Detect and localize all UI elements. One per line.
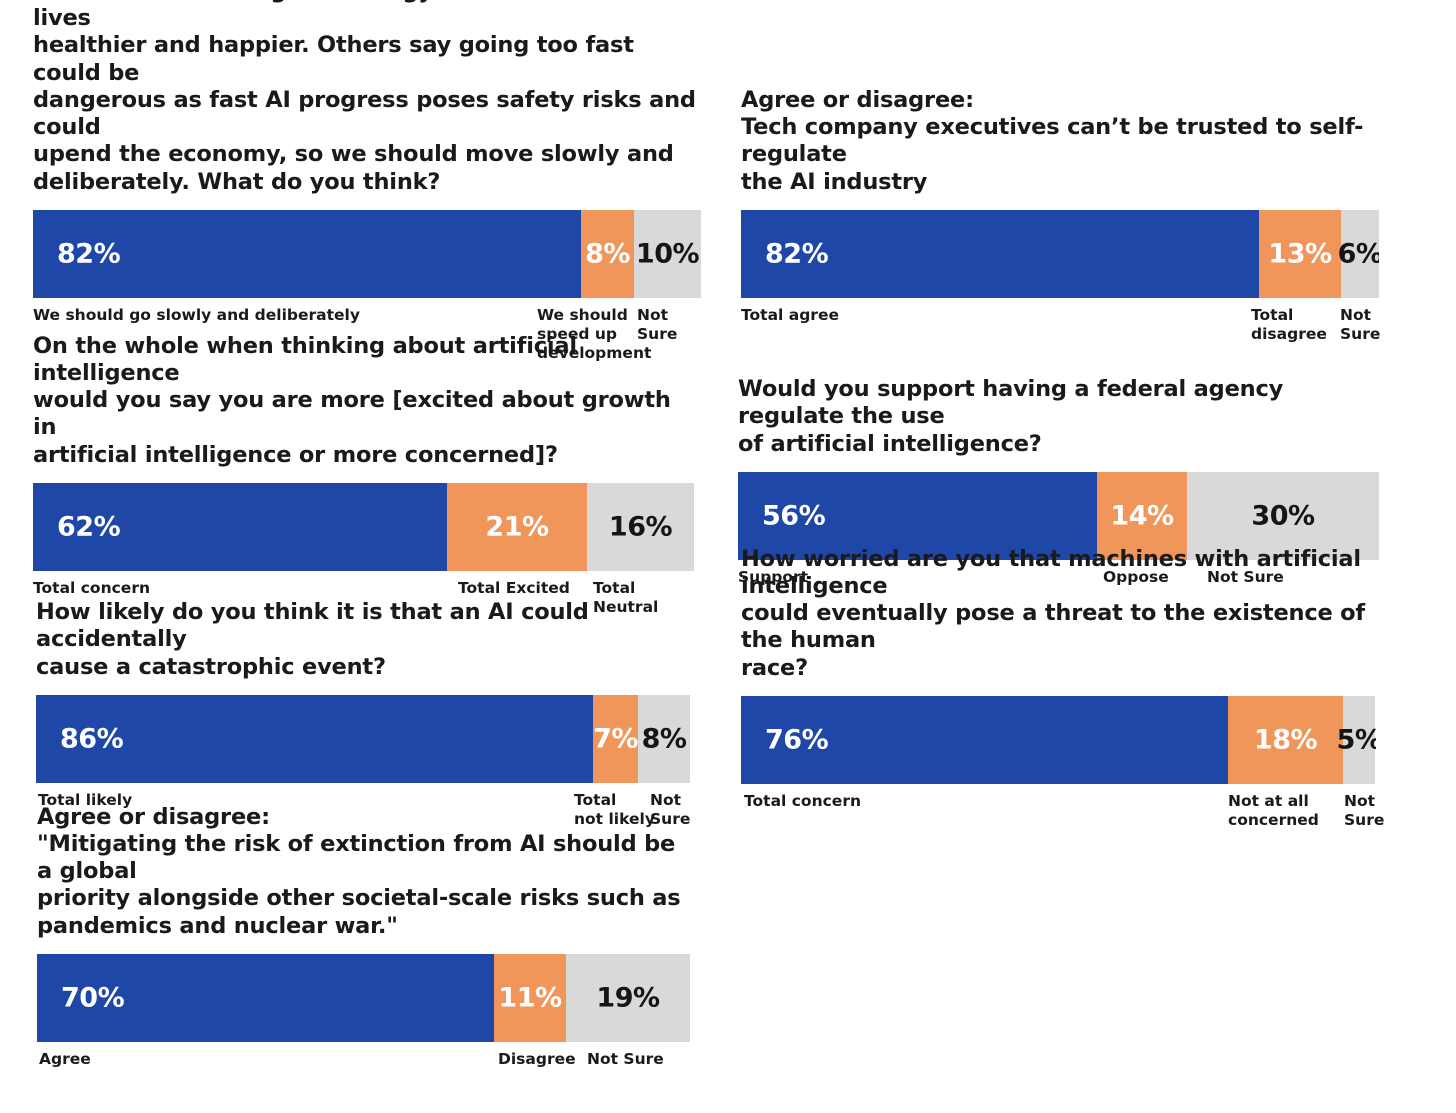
- chart-title: Agree or disagree: "Mitigating the risk …: [37, 803, 681, 939]
- data-label: 11%: [498, 982, 562, 1014]
- chart-panel-5: How likely do you think it is that an AI…: [36, 599, 690, 828]
- bar-segment-total-concern: 76%: [741, 696, 1228, 784]
- bar-segment-total-neutral: 16%: [587, 483, 694, 571]
- bar-segment-oppose: 14%: [1097, 472, 1187, 560]
- stacked-bar: 62% 21% 16%: [33, 483, 694, 571]
- data-label: 16%: [608, 511, 673, 543]
- bar-segment-we-should-speed-up-development: 8%: [581, 210, 634, 298]
- data-label: 30%: [1251, 500, 1315, 532]
- chart-title: Would you support having a federal agenc…: [738, 376, 1284, 457]
- category-label: Not Sure: [1340, 306, 1381, 343]
- stacked-bar: 82% 8% 10%: [33, 210, 701, 298]
- chart-title: Agree or disagree: Tech company executiv…: [741, 86, 1364, 195]
- data-label: 8%: [641, 723, 687, 755]
- bar-segment-total-not-likely: 7%: [593, 695, 638, 783]
- category-label: Oppose: [1103, 568, 1169, 586]
- category-label: Total not likely: [574, 791, 655, 828]
- stacked-bar: 76% 18% 5%: [741, 696, 1376, 784]
- stacked-bar: 70% 11% 19%: [37, 954, 690, 1042]
- data-label: 6%: [1337, 238, 1379, 270]
- data-label: 21%: [485, 511, 549, 543]
- category-label: Support: [738, 568, 809, 586]
- category-label: We should speed up development: [537, 306, 652, 362]
- category-label: Not Sure: [1207, 568, 1284, 586]
- chart-panel-2: Agree or disagree: Tech company executiv…: [741, 87, 1380, 343]
- data-label: 7%: [593, 723, 638, 755]
- bar-segment-total-excited: 21%: [447, 483, 587, 571]
- bar-segment-total-concern: 62%: [33, 483, 447, 571]
- data-label: 18%: [1253, 724, 1318, 756]
- chart-title: How likely do you think it is that an AI…: [36, 599, 589, 680]
- stacked-bar: 86% 7% 8%: [36, 695, 690, 783]
- bar-segment-not-sure: 30%: [1187, 472, 1379, 560]
- category-label: Disagree: [498, 1050, 576, 1068]
- chart-title: How worried are you that machines with a…: [741, 545, 1366, 681]
- category-label: Total likely: [38, 791, 133, 809]
- chart-title: Some people say we should speed up AI de…: [33, 0, 696, 195]
- chart-panel-7: Agree or disagree: "Mitigating the risk …: [37, 804, 690, 1068]
- data-label: 10%: [635, 238, 700, 270]
- category-label: Not at all concerned: [1228, 792, 1319, 829]
- category-label: Agree: [39, 1050, 91, 1068]
- category-label: Not Sure: [1344, 792, 1385, 829]
- category-label: Not Sure: [587, 1050, 664, 1068]
- category-label: Total concern: [744, 792, 861, 810]
- data-label: 13%: [1268, 238, 1332, 270]
- category-label: Total disagree: [1251, 306, 1327, 343]
- data-label: 19%: [596, 982, 660, 1014]
- data-label: 82%: [765, 238, 829, 270]
- bar-segment-total-likely: 86%: [36, 695, 593, 783]
- category-label: Not Sure: [637, 306, 678, 343]
- bar-segment-we-should-go-slowly-and-deliberately: 82%: [33, 210, 581, 298]
- category-label: We should go slowly and deliberately: [33, 306, 360, 324]
- data-label: 56%: [762, 500, 826, 532]
- data-label: 86%: [60, 723, 124, 755]
- chart-panel-6: How worried are you that machines with a…: [741, 546, 1384, 829]
- bar-segment-not-at-all-concerned: 18%: [1228, 696, 1343, 784]
- bar-segment-total-disagree: 13%: [1259, 210, 1341, 298]
- data-label: 82%: [57, 238, 121, 270]
- category-label: Total Neutral: [593, 579, 659, 616]
- chart-panel-1: Some people say we should speed up AI de…: [33, 0, 701, 362]
- data-label: 62%: [57, 511, 121, 543]
- data-label: 8%: [585, 238, 630, 270]
- chart-title: On the whole when thinking about artific…: [33, 332, 671, 468]
- category-label: Total concern: [33, 579, 150, 597]
- bar-segment-total-agree: 82%: [741, 210, 1259, 298]
- bar-segment-not-sure: 10%: [634, 210, 701, 298]
- bar-segment-agree: 70%: [37, 954, 494, 1042]
- data-label: 5%: [1336, 724, 1376, 756]
- category-label: Total Excited: [458, 579, 570, 597]
- stacked-bar: 56% 14% 30%: [738, 472, 1379, 560]
- bar-segment-not-sure: 5%: [1337, 696, 1376, 784]
- stacked-bar: 82% 13% 6%: [741, 210, 1379, 298]
- bar-segment-not-sure: 19%: [566, 954, 690, 1042]
- bar-segment-not-sure: 6%: [1337, 210, 1379, 298]
- chart-panel-4: Would you support having a federal agenc…: [738, 376, 1379, 586]
- category-label: Total agree: [741, 306, 839, 324]
- data-label: 70%: [61, 982, 125, 1014]
- bar-segment-not-sure: 8%: [638, 695, 690, 783]
- category-label: Not Sure: [650, 791, 691, 828]
- bar-segment-disagree: 11%: [494, 954, 566, 1042]
- data-label: 76%: [765, 724, 829, 756]
- bar-segment-support: 56%: [738, 472, 1097, 560]
- chart-panel-3: On the whole when thinking about artific…: [33, 333, 694, 616]
- data-label: 14%: [1110, 500, 1174, 532]
